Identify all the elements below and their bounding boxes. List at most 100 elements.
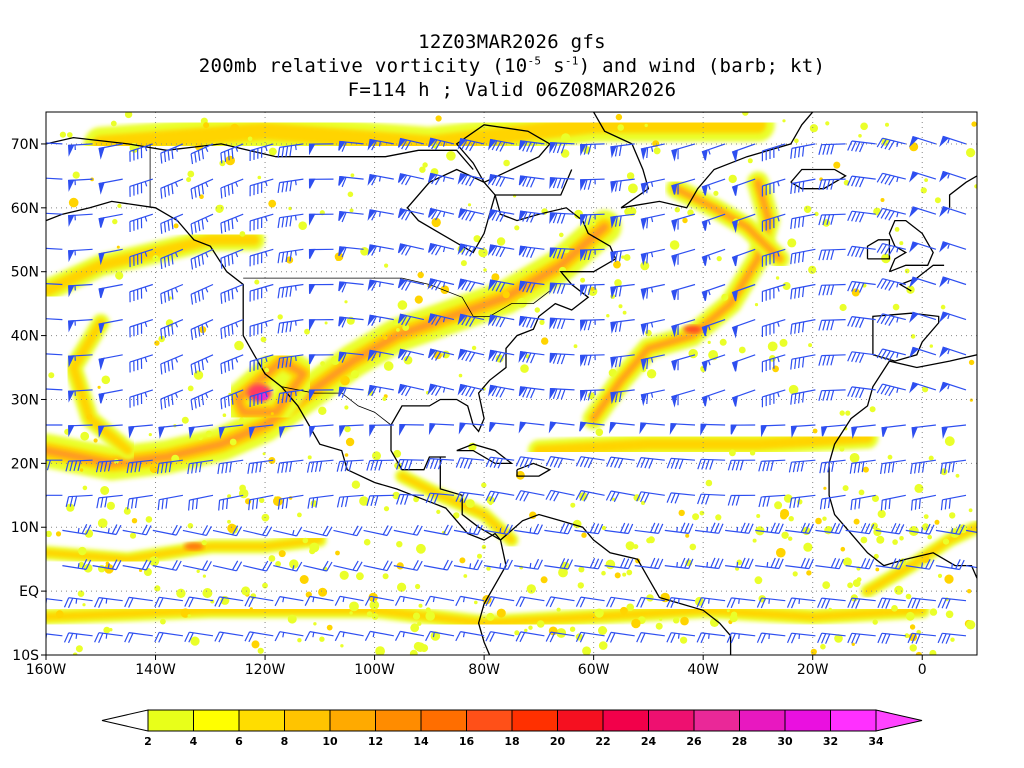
barb-flag xyxy=(880,384,887,395)
wind-barb xyxy=(67,248,93,263)
vort-speck xyxy=(109,628,113,632)
barb-pennant xyxy=(640,393,648,407)
vort-speck xyxy=(55,610,64,619)
barb-staff xyxy=(460,595,485,602)
barb-staff xyxy=(731,632,756,637)
barb-flag xyxy=(907,633,913,644)
barb-flag xyxy=(201,148,204,160)
wind-barb xyxy=(761,389,786,408)
barb-pennant xyxy=(98,252,105,266)
barb-flag xyxy=(434,351,442,361)
barb-flag xyxy=(851,281,857,292)
wind-barb xyxy=(423,524,453,536)
barb-pennant xyxy=(518,351,527,363)
barb-flag xyxy=(175,525,182,536)
wind-barb xyxy=(909,311,937,324)
barb-flag xyxy=(201,219,204,230)
barb-flag xyxy=(790,359,793,370)
barb-flag xyxy=(461,174,468,185)
barb-flag xyxy=(762,460,766,472)
barb-flag xyxy=(855,211,861,223)
wind-barb xyxy=(277,143,304,158)
barb-staff xyxy=(393,529,418,536)
barb-flag xyxy=(401,280,408,290)
barb-flag xyxy=(911,598,917,609)
vort-speck xyxy=(820,643,826,650)
barb-flag xyxy=(818,285,823,296)
barb-flag xyxy=(431,244,438,255)
barb-flag xyxy=(128,632,134,643)
barb-flag xyxy=(404,246,412,256)
barb-flag xyxy=(322,560,329,571)
barb-staff xyxy=(98,597,123,602)
vort-speck xyxy=(83,563,93,573)
barb-flag xyxy=(623,558,630,569)
wind-barb xyxy=(819,459,846,474)
barb-flag xyxy=(491,351,498,362)
barb-flag xyxy=(124,632,130,643)
vort-speck xyxy=(692,513,700,521)
barb-flag xyxy=(244,596,251,607)
barb-pennant xyxy=(851,426,858,439)
colorbar-label: 24 xyxy=(641,735,657,748)
wind-barb xyxy=(847,316,876,328)
lat-tick-label: 40N xyxy=(11,329,39,345)
barb-flag xyxy=(227,325,230,337)
barb-flag xyxy=(537,559,543,570)
vort-speck xyxy=(489,501,493,506)
barb-flag xyxy=(748,523,754,534)
barb-flag xyxy=(884,350,891,361)
barb-flag xyxy=(654,558,660,569)
barb-flag xyxy=(587,355,592,366)
wind-barb xyxy=(338,211,364,223)
vort-speck xyxy=(75,645,83,653)
barb-pennant xyxy=(457,173,467,185)
wind-barb xyxy=(220,319,244,339)
barb-flag xyxy=(610,457,616,468)
barb-pennant xyxy=(939,241,950,253)
barb-flag xyxy=(884,499,887,510)
barb-half-flag xyxy=(107,528,110,534)
vort-speck xyxy=(922,386,929,393)
barb-pennant xyxy=(640,357,648,371)
barb-flag xyxy=(526,247,532,258)
wind-barb xyxy=(518,140,545,153)
wind-barb xyxy=(518,315,545,329)
wind-barb xyxy=(96,494,123,509)
barb-flag xyxy=(161,498,164,510)
wind-barb xyxy=(128,424,153,439)
barb-flag xyxy=(190,399,194,411)
barb-half-flag xyxy=(469,563,472,569)
barb-flag xyxy=(834,558,841,569)
vort-speck xyxy=(349,208,354,213)
barb-flag xyxy=(823,498,827,509)
wind-barb xyxy=(397,348,425,362)
barb-flag xyxy=(469,352,476,362)
vort-speck xyxy=(904,633,910,639)
barb-flag xyxy=(124,597,130,608)
barb-half-flag xyxy=(707,395,711,401)
barb-staff xyxy=(190,178,214,190)
barb-flag xyxy=(826,284,831,296)
vort-speck xyxy=(79,468,84,472)
barb-pennant xyxy=(639,422,647,435)
barb-pennant xyxy=(518,210,527,221)
barb-staff xyxy=(935,565,960,571)
barb-flag xyxy=(854,498,857,510)
wind-barb xyxy=(273,526,303,537)
vort-speck xyxy=(297,512,302,518)
barb-half-flag xyxy=(235,146,239,152)
wind-barb xyxy=(220,213,244,234)
barb-pennant xyxy=(488,174,497,186)
wind-barb xyxy=(98,248,123,266)
colorbar-label: 12 xyxy=(368,735,383,748)
barb-pennant xyxy=(338,211,346,222)
wind-barb xyxy=(701,389,726,407)
barb-flag xyxy=(334,631,341,642)
barb-flag xyxy=(714,558,720,569)
vort-speck xyxy=(880,198,885,202)
barb-staff xyxy=(249,596,274,602)
vort-speck xyxy=(876,535,885,544)
barb-flag xyxy=(579,457,586,467)
vort-speck xyxy=(440,285,450,295)
